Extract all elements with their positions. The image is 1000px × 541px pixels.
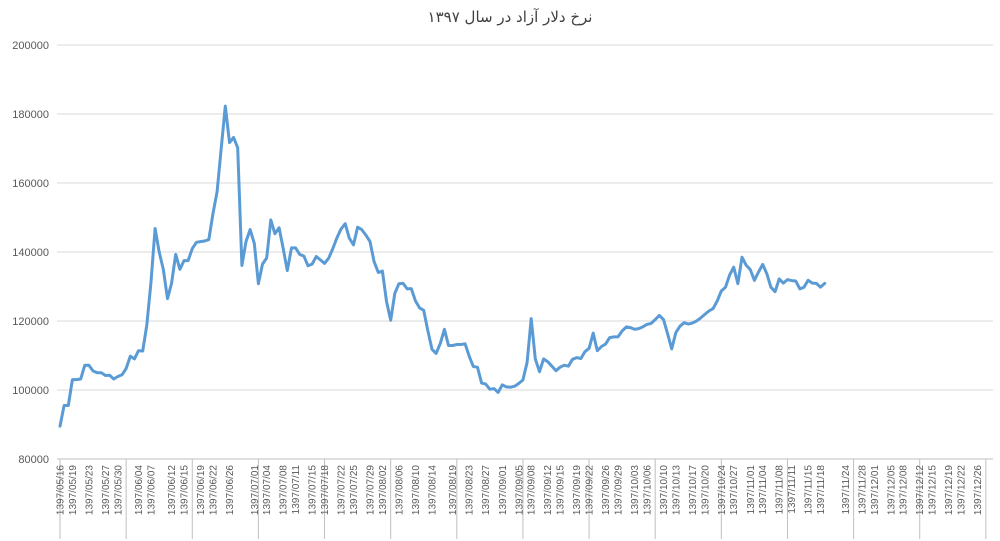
x-tick-label: 1397/07/08 xyxy=(279,465,290,515)
x-tick-label: 1397/10/10 xyxy=(659,465,670,515)
y-tick-label: 160000 xyxy=(12,178,49,190)
x-tick-label: 1397/11/18 xyxy=(816,465,827,515)
x-tick-label: 1397/06/15 xyxy=(180,465,191,515)
chart-title: نرخ دلار آزاد در سال ۱۳۹۷ xyxy=(428,8,593,26)
x-tick-label: 1397/08/06 xyxy=(394,465,405,515)
x-tick-label: 1397/07/22 xyxy=(337,465,348,515)
x-tick-label: 1397/08/02 xyxy=(378,465,389,515)
x-tick-label: 1397/09/19 xyxy=(572,465,583,515)
y-tick-label: 180000 xyxy=(12,109,49,121)
x-tick-label: 1397/06/12 xyxy=(167,465,178,515)
x-tick-label: 1397/07/11 xyxy=(291,465,302,515)
x-tick-label: 1397/12/26 xyxy=(973,465,984,515)
x-tick-label: 1397/11/08 xyxy=(775,465,786,515)
x-tick-label: 1397/10/27 xyxy=(729,465,740,515)
x-tick-label: 1397/07/25 xyxy=(349,465,360,515)
x-tick-label: 1397/09/15 xyxy=(556,465,567,515)
x-tick-label: 1397/08/23 xyxy=(465,465,476,515)
x-tick-label: 1397/12/15 xyxy=(928,465,939,515)
x-tick-label: 1397/06/19 xyxy=(196,465,207,515)
x-tick-label: 1397/05/27 xyxy=(101,465,112,515)
x-tick-label: 1397/12/12 xyxy=(915,465,926,515)
x-axis-tick-labels: 1397/05/16 1397/05/19 1397/05/23 1397/05/27… xyxy=(56,465,985,515)
y-tick-label: 120000 xyxy=(12,316,49,328)
x-tick-label: 1397/10/17 xyxy=(688,465,699,515)
x-tick-label: 1397/09/01 xyxy=(498,465,509,515)
x-tick-label: 1397/08/27 xyxy=(481,465,492,515)
x-tick-label: 1397/12/01 xyxy=(870,465,881,515)
x-tick-label: 1397/09/22 xyxy=(585,465,596,515)
x-tick-label: 1397/09/05 xyxy=(514,465,525,515)
x-tick-label: 1397/12/08 xyxy=(899,465,910,515)
x-tick-label: 1397/09/26 xyxy=(601,465,612,515)
x-tick-label: 1397/12/22 xyxy=(957,465,968,515)
y-tick-label: 100000 xyxy=(12,385,49,397)
x-axis xyxy=(57,458,993,539)
y-tick-label: 140000 xyxy=(12,247,49,259)
x-tick-label: 1397/05/19 xyxy=(68,465,79,515)
gridlines xyxy=(57,44,993,460)
x-tick-label: 1397/10/24 xyxy=(717,465,728,515)
x-tick-label: 1397/05/16 xyxy=(56,465,67,515)
x-tick-label: 1397/05/23 xyxy=(84,465,95,515)
x-tick-label: 1397/07/15 xyxy=(308,465,319,515)
x-tick-label: 1397/07/18 xyxy=(320,465,331,515)
x-tick-label: 1397/09/12 xyxy=(543,465,554,515)
x-tick-label: 1397/12/05 xyxy=(886,465,897,515)
x-tick-label: 1397/11/15 xyxy=(804,465,815,515)
x-tick-label: 1397/11/01 xyxy=(746,465,757,515)
y-tick-label: 200000 xyxy=(12,40,49,52)
x-tick-label: 1397/10/06 xyxy=(642,465,653,515)
x-tick-label: 1397/07/29 xyxy=(366,465,377,515)
x-tick-label: 1397/08/19 xyxy=(448,465,459,515)
x-tick-label: 1397/06/04 xyxy=(134,465,145,515)
x-tick-label: 1397/11/24 xyxy=(841,465,852,515)
series-line xyxy=(58,104,827,428)
x-tick-label: 1397/07/01 xyxy=(250,465,261,515)
x-tick-label: 1397/11/04 xyxy=(758,465,769,515)
x-tick-label: 1397/06/22 xyxy=(208,465,219,515)
x-tick-label: 1397/06/26 xyxy=(225,465,236,515)
y-axis-tick-labels: 80000 100000 120000 140000 160000 180000 20000… xyxy=(12,40,49,466)
x-tick-label: 1397/09/29 xyxy=(614,465,625,515)
x-tick-label: 1397/05/30 xyxy=(113,465,124,515)
y-tick-label: 80000 xyxy=(18,454,49,466)
x-tick-label: 1397/11/11 xyxy=(787,465,798,514)
x-tick-label: 1397/08/14 xyxy=(428,465,439,515)
x-tick-label: 1397/06/07 xyxy=(146,465,157,515)
x-tick-label: 1397/10/03 xyxy=(630,465,641,515)
x-tick-label: 1397/12/19 xyxy=(944,465,955,515)
x-tick-label: 1397/10/13 xyxy=(671,465,682,515)
x-tick-label: 1397/07/04 xyxy=(262,465,273,515)
x-tick-label: 1397/09/08 xyxy=(527,465,538,515)
x-tick-label: 1397/08/10 xyxy=(411,465,422,515)
x-tick-label: 1397/11/28 xyxy=(857,465,868,515)
x-tick-label: 1397/10/20 xyxy=(700,465,711,515)
